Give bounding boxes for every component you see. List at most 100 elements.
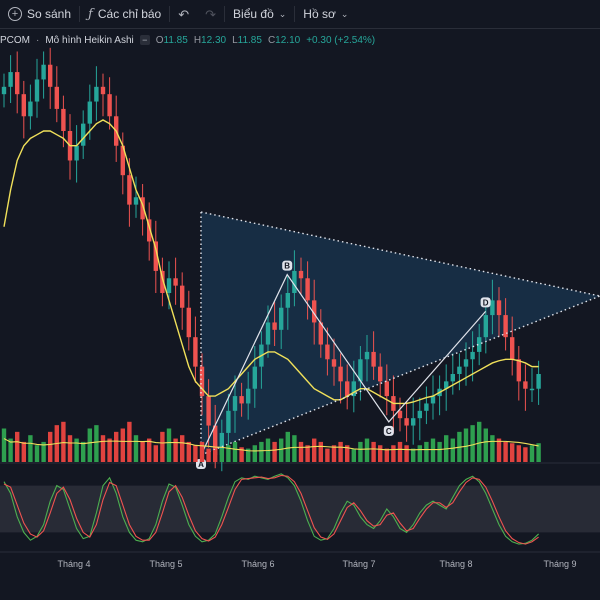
- candle-body: [81, 123, 86, 146]
- volume-bar: [529, 445, 535, 462]
- x-axis-tick-label: Tháng 4: [57, 559, 90, 569]
- candle-body: [338, 366, 343, 382]
- compare-button[interactable]: + So sánh: [0, 0, 79, 28]
- candle-body: [470, 351, 475, 360]
- volume-bar: [351, 448, 356, 462]
- volume-bar: [1, 428, 7, 462]
- volume-bar: [226, 445, 231, 462]
- volume-bar: [41, 441, 46, 462]
- volume-bar: [437, 441, 442, 462]
- volume-bar: [186, 441, 191, 462]
- compare-label: So sánh: [27, 7, 72, 21]
- high-label: H: [193, 34, 202, 46]
- candle-body: [312, 300, 317, 323]
- candle-body: [292, 270, 297, 293]
- candle-body: [199, 366, 205, 397]
- candle-body: [1, 86, 7, 95]
- volume-bar: [510, 443, 515, 462]
- candle-body: [94, 86, 99, 102]
- profile-menu-label: Hồ sơ: [303, 7, 336, 21]
- volume-bar: [87, 428, 92, 462]
- volume-bar: [133, 435, 139, 462]
- collapse-icon[interactable]: −: [139, 35, 150, 45]
- volume-bar: [378, 445, 383, 462]
- x-axis-tick-label: Tháng 6: [241, 559, 274, 569]
- volume-bar: [477, 421, 482, 462]
- candle-body: [457, 366, 462, 374]
- indicators-button[interactable]: ƒ Các chỉ báo: [80, 0, 169, 28]
- candle-body: [213, 425, 218, 455]
- candle-body: [120, 145, 125, 176]
- candle-body: [516, 359, 521, 382]
- candle-body: [48, 64, 53, 87]
- candle-body: [133, 197, 139, 205]
- chart-style-label: Mô hình Heikin Ashi: [45, 34, 134, 46]
- symbol-name[interactable]: PCOM: [0, 34, 30, 46]
- volume-bar: [503, 441, 508, 462]
- volume-bar: [397, 441, 403, 462]
- stochastic-d-line: [3, 474, 539, 545]
- x-axis-tick-label: Tháng 5: [149, 559, 182, 569]
- candle-body: [100, 86, 106, 95]
- candle-body: [252, 366, 257, 389]
- volume-bar: [358, 441, 363, 462]
- candle-body: [246, 388, 251, 404]
- volume-bar: [28, 435, 33, 462]
- chevron-down-icon: ⌄: [340, 8, 349, 19]
- candle-body: [206, 396, 211, 426]
- volume-bar: [364, 438, 370, 462]
- candle-body: [87, 101, 92, 124]
- volume-bar: [259, 441, 264, 462]
- volume-bar: [450, 438, 455, 462]
- volume-bar: [318, 441, 323, 462]
- candle-body: [186, 307, 191, 338]
- volume-bar: [371, 441, 376, 462]
- candle-body: [523, 381, 528, 389]
- candle-body: [404, 418, 409, 426]
- undo-button[interactable]: ↶: [170, 0, 197, 28]
- volume-bar: [430, 438, 436, 462]
- volume-bar: [48, 431, 53, 462]
- candle-body: [384, 381, 389, 397]
- candle-body: [140, 197, 145, 220]
- candle-body: [153, 241, 158, 271]
- candle-body: [463, 359, 469, 367]
- pattern-point-label: A: [198, 460, 204, 469]
- volume-bar: [114, 431, 119, 462]
- redo-button[interactable]: ↷: [197, 0, 224, 28]
- profile-menu-button[interactable]: Hồ sơ ⌄: [295, 0, 356, 28]
- volume-bar: [180, 435, 185, 462]
- close-value: 12.10: [275, 34, 301, 46]
- volume-bar: [292, 435, 297, 462]
- volume-average-line: [3, 438, 539, 452]
- candle-body: [127, 175, 132, 205]
- volume-bar: [279, 438, 284, 462]
- candle-body: [285, 293, 290, 308]
- candle-body: [279, 307, 284, 330]
- plus-circle-icon: +: [8, 7, 22, 21]
- volume-bar: [285, 431, 290, 462]
- volume-bar: [298, 441, 304, 462]
- volume-bar: [272, 441, 277, 462]
- candle-body: [411, 418, 416, 426]
- candle-body: [166, 278, 172, 293]
- volume-bar: [404, 445, 409, 462]
- toolbar-divider: [169, 6, 171, 22]
- candle-body: [21, 94, 26, 117]
- chart-menu-button[interactable]: Biểu đồ ⌄: [225, 0, 294, 28]
- volume-bar: [107, 438, 112, 462]
- volume-bar: [100, 435, 106, 462]
- candle-body: [444, 381, 449, 389]
- candle-body: [430, 396, 436, 404]
- volume-bar: [246, 448, 251, 462]
- candle-body: [160, 270, 165, 293]
- candle-body: [8, 72, 13, 87]
- volume-bar: [490, 435, 495, 462]
- x-axis-tick-label: Tháng 9: [543, 559, 576, 569]
- abcd-pattern-line: [200, 273, 487, 456]
- candle-body: [173, 278, 178, 286]
- volume-bar: [391, 445, 396, 462]
- volume-bar: [8, 438, 13, 462]
- pattern-point-badge: [282, 260, 293, 271]
